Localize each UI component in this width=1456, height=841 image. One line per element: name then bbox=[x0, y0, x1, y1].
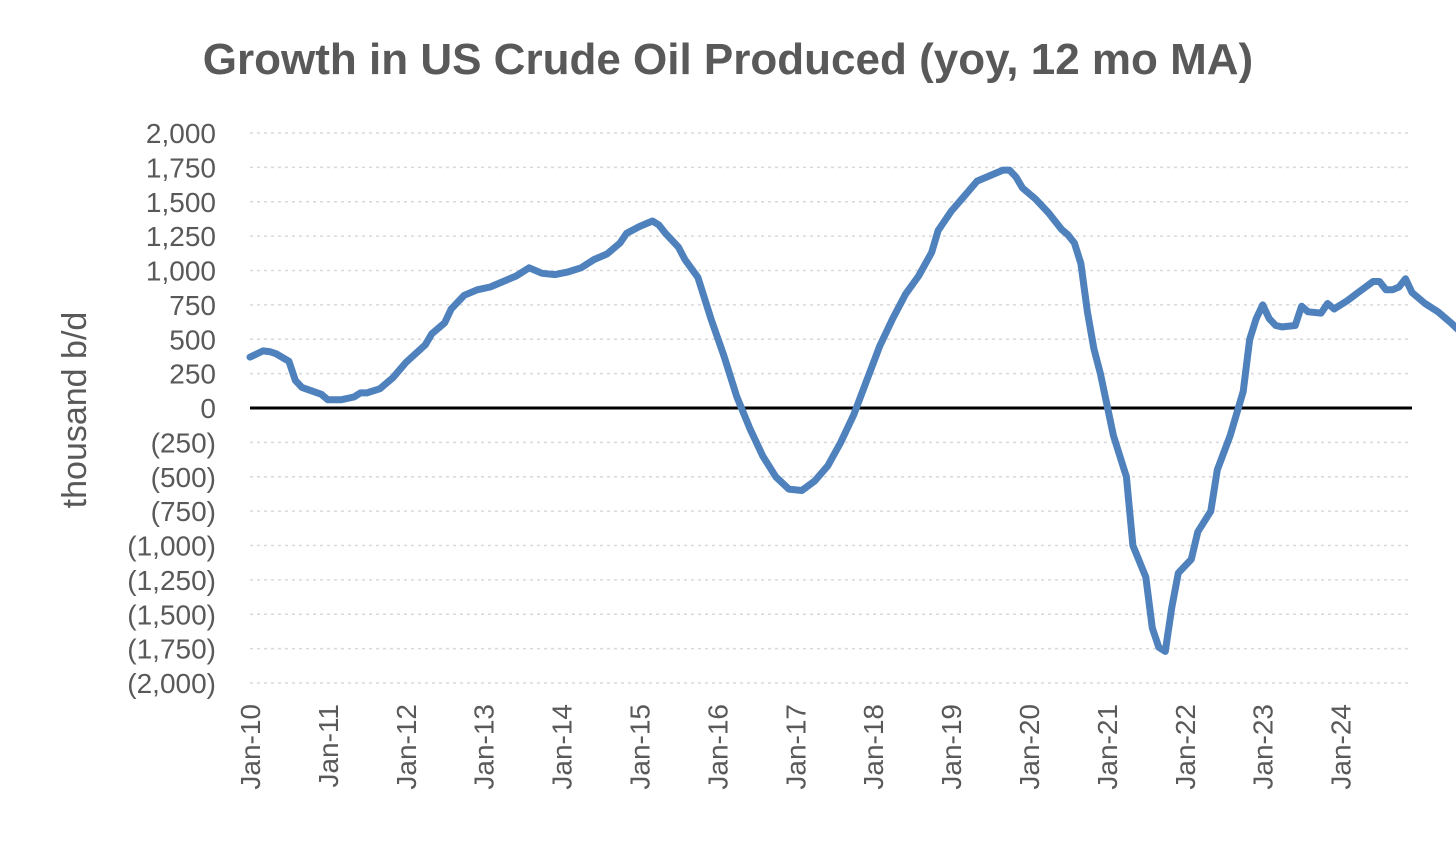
x-tick-label: Jan-24 bbox=[1326, 704, 1357, 790]
y-tick-label: (1,500) bbox=[127, 599, 216, 630]
y-tick-label: 500 bbox=[169, 324, 216, 355]
y-tick-label: 250 bbox=[169, 359, 216, 390]
x-tick-label: Jan-11 bbox=[313, 704, 344, 788]
x-tick-label: Jan-23 bbox=[1248, 704, 1279, 790]
y-axis-label: thousand b/d bbox=[56, 312, 94, 509]
x-tick-label: Jan-10 bbox=[235, 704, 266, 790]
y-tick-label: (1,250) bbox=[127, 565, 216, 596]
x-tick-label: Jan-19 bbox=[936, 704, 967, 790]
x-tick-label: Jan-18 bbox=[858, 704, 889, 790]
x-tick-label: Jan-21 bbox=[1092, 704, 1123, 790]
y-tick-label: 1,500 bbox=[146, 187, 216, 218]
gridlines bbox=[250, 132, 1412, 684]
y-tick-label: 750 bbox=[169, 290, 216, 321]
x-tick-label: Jan-12 bbox=[391, 704, 422, 790]
y-tick-label: (1,750) bbox=[127, 634, 216, 665]
y-tick-label: (500) bbox=[151, 462, 216, 493]
y-tick-label: (750) bbox=[151, 496, 216, 527]
x-tick-label: Jan-20 bbox=[1014, 704, 1045, 790]
y-tick-label: 1,000 bbox=[146, 256, 216, 287]
x-tick-label: Jan-13 bbox=[469, 704, 500, 790]
y-tick-label: 1,250 bbox=[146, 221, 216, 252]
x-tick-label: Jan-22 bbox=[1170, 704, 1201, 790]
series-line bbox=[246, 166, 1456, 655]
chart-title: Growth in US Crude Oil Produced (yoy, 12… bbox=[203, 35, 1253, 84]
x-tick-label: Jan-14 bbox=[547, 704, 578, 790]
x-tick-label: Jan-17 bbox=[780, 704, 811, 790]
y-tick-label: 1,750 bbox=[146, 152, 216, 183]
y-tick-label: (2,000) bbox=[127, 668, 216, 699]
y-tick-label: 0 bbox=[200, 393, 216, 424]
x-tick-label: Jan-16 bbox=[702, 704, 733, 790]
y-tick-label: 2,000 bbox=[146, 118, 216, 149]
x-axis-ticks: Jan-10 Jan-11 Jan-12 Jan-13 Jan-14 Jan-15 Jan-… bbox=[235, 704, 1357, 790]
y-tick-label: (250) bbox=[151, 427, 216, 458]
y-tick-label: (1,000) bbox=[127, 531, 216, 562]
x-tick-label: Jan-15 bbox=[625, 704, 656, 790]
